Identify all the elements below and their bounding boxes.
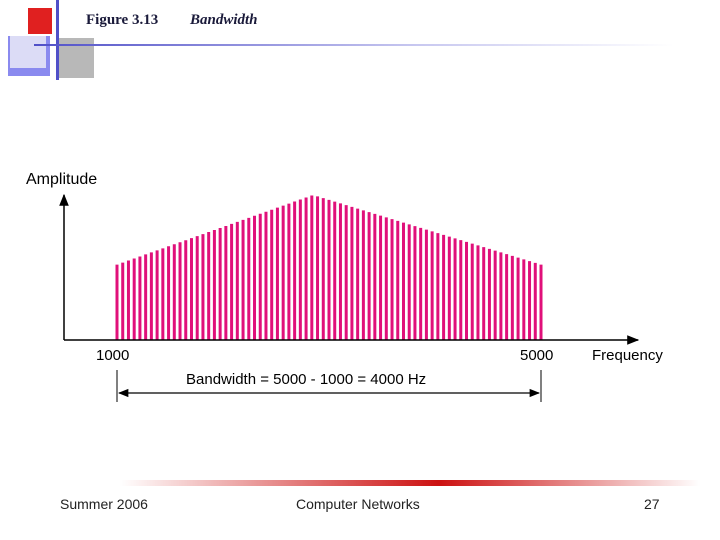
footer-page-number: 27 (644, 496, 660, 512)
low-frequency-label: 1000 (96, 347, 129, 364)
high-frequency-label: 5000 (520, 347, 553, 364)
deco-red-square (28, 8, 52, 34)
x-axis-label: Frequency (592, 347, 663, 364)
bandwidth-label: Bandwidth = 5000 - 1000 = 4000 Hz (186, 371, 426, 388)
y-axis-label: Amplitude (26, 171, 97, 188)
footer-date: Summer 2006 (60, 496, 148, 512)
figure-label: Figure 3.13 (86, 12, 159, 28)
figure-caption: Bandwidth (190, 12, 258, 28)
deco-light-square (10, 36, 46, 68)
footer-divider (120, 480, 700, 486)
deco-vertical-line (56, 0, 59, 80)
spectrum-lines (115, 195, 543, 340)
footer-course: Computer Networks (296, 496, 420, 512)
deco-horizontal-line (34, 44, 674, 46)
